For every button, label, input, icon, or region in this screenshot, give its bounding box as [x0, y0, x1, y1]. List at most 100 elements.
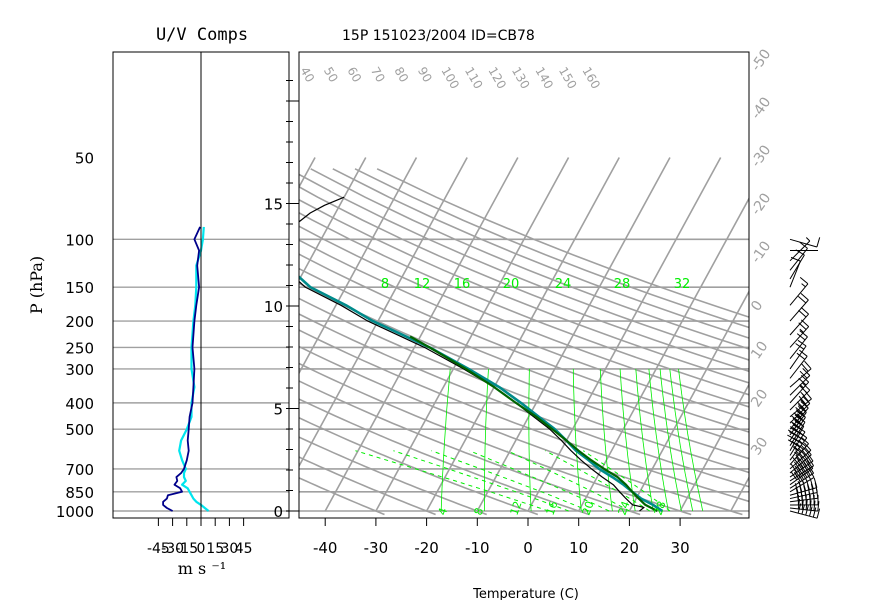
wind-barb-flag: [798, 349, 808, 357]
mixing-ratio-line: [440, 368, 451, 512]
isotherm: [21, 158, 214, 511]
uv-pressure-tick-label: 700: [65, 461, 94, 479]
wind-barb-staff: [789, 313, 809, 336]
uv-pressure-tick-label: 200: [65, 313, 94, 331]
wind-barb-flag: [790, 463, 798, 473]
dry-adiabat: [299, 477, 385, 516]
wind-barb-staff: [789, 299, 809, 322]
wind-barb-flag: [805, 237, 811, 242]
skewt-xlabel: Temperature (C): [472, 587, 579, 600]
dry-adiabat: [299, 282, 749, 460]
isotherm-label: 0: [748, 298, 766, 314]
parcel-path: [409, 335, 658, 512]
height-tick-label: 5: [273, 401, 283, 419]
moist-adiabat-label: 28: [652, 499, 669, 517]
wind-barb-staff: [789, 437, 808, 461]
dry-adiabat-label: 60: [344, 65, 364, 85]
isotherm-label: -30: [748, 142, 774, 170]
isotherm: [0, 158, 62, 511]
wind-barb-flag: [801, 445, 809, 454]
wind-barb-flag: [801, 449, 809, 458]
wind-barb-staff: [789, 355, 808, 379]
wind-barb-staff: [789, 368, 812, 388]
wind-barb-flag: [793, 469, 801, 478]
wind-barb-staff: [789, 507, 818, 512]
wind-barb-flag: [812, 507, 817, 518]
moist-adiabat: [507, 450, 630, 512]
dry-adiabat-label: 80: [391, 65, 411, 85]
dry-adiabat-label: 90: [415, 65, 435, 85]
isotherm: [72, 158, 265, 511]
wind-barb-flag: [803, 442, 812, 451]
wind-barb-staff: [789, 510, 818, 519]
wind-barb-flag: [798, 377, 807, 386]
wind-barb-flag: [804, 446, 812, 456]
uv-ylabel: P (hPa): [27, 256, 46, 314]
uv-x-tick-label: 30: [220, 541, 238, 557]
uv-x-tick-label: 0: [197, 541, 206, 557]
wind-barb-flag: [801, 363, 809, 372]
dry-adiabat-label: 130: [509, 65, 533, 92]
dry-adiabat: [299, 362, 692, 516]
wind-barb-flag: [797, 296, 807, 304]
profiles: [299, 196, 664, 513]
wind-barb-flag: [796, 413, 801, 418]
wind-barb-flag: [798, 309, 807, 318]
moist-adiabat-label: 8: [472, 506, 487, 517]
moist-adiabat-label: 20: [580, 499, 597, 517]
wind-barb-flag: [797, 404, 807, 412]
mixing-ratio-label: 20: [503, 277, 520, 292]
dry-adiabat: [299, 225, 749, 408]
uv-pressure-tick-label: 400: [65, 395, 94, 413]
wind-barb-staff: [789, 426, 805, 451]
wind-barb-staff: [789, 412, 807, 436]
wind-barb-flag: [797, 480, 802, 486]
temperature-tick-label: 30: [671, 539, 690, 557]
wind-barb-flag: [807, 457, 815, 467]
wind-barb-flag: [800, 293, 809, 301]
height-tick-label: 10: [264, 298, 283, 316]
uv-title: U/V Comps: [156, 25, 248, 45]
wind-barb-flag: [793, 471, 798, 477]
wind-barb-staff: [789, 407, 809, 430]
isotherm-label: 10: [748, 339, 771, 363]
dry-adiabat: [299, 456, 436, 516]
dry-adiabat-label: 150: [556, 65, 580, 92]
moist-adiabat-label: 24: [616, 499, 633, 517]
dry-adiabat: [299, 198, 749, 384]
mixing-ratio-label: 28: [614, 277, 631, 292]
wind-barb-flag: [793, 446, 798, 451]
isotherm-label: -20: [748, 190, 774, 218]
dry-adiabat: [299, 239, 749, 421]
dry-adiabat: [299, 253, 749, 433]
isotherm: [0, 158, 163, 511]
mixing-ratio-line: [599, 368, 613, 512]
wind-barb-flag: [787, 429, 797, 436]
wind-barb-staff: [789, 398, 812, 418]
uv-pressure-tick-label: 250: [65, 339, 94, 357]
dry-adiabat: [299, 185, 749, 373]
wind-barb-flag: [806, 452, 814, 462]
dry-adiabat-label: 140: [532, 65, 556, 92]
temperature-tick-label: -40: [313, 539, 338, 557]
wind-barb-staff: [789, 443, 809, 465]
dry-adiabat: [299, 267, 749, 447]
wind-barb-flag: [792, 445, 802, 453]
mixing-ratio-line: [669, 368, 694, 512]
wind-barb-flag: [817, 501, 820, 512]
wind-barb-flag: [791, 415, 800, 423]
isotherm-label: -10: [748, 238, 774, 266]
uv-x-tick-label: 15: [206, 541, 224, 557]
dry-adiabat: [310, 168, 749, 350]
wind-barb-flag: [800, 307, 809, 315]
wind-barb-flag: [803, 454, 811, 464]
isotherm: [324, 157, 519, 512]
skewt-frame: [298, 51, 750, 519]
isotherm: [299, 157, 367, 282]
dry-adiabat: [299, 297, 749, 474]
dry-adiabat-label: 120: [485, 65, 509, 92]
dry-adiabat: [299, 211, 749, 396]
wind-barb-staff: [789, 326, 810, 348]
